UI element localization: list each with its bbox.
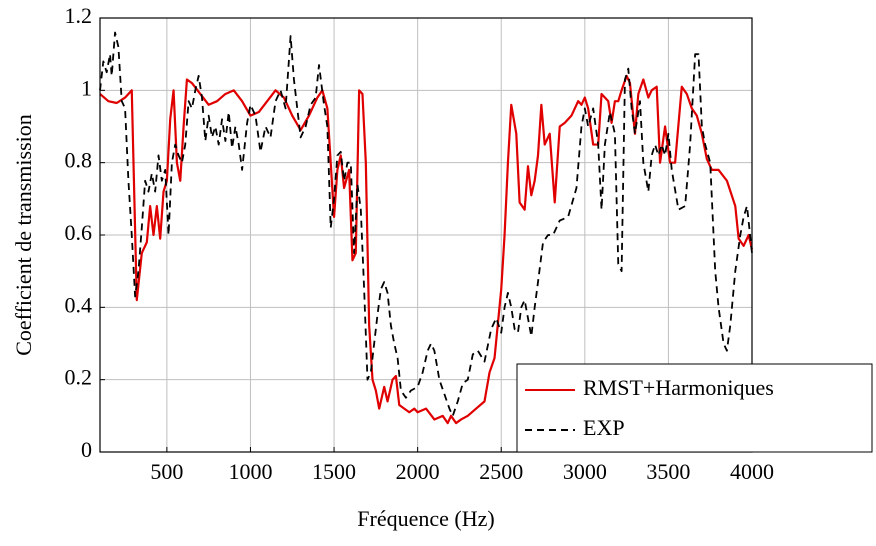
y-tick-label: 1	[81, 75, 92, 100]
x-tick-label: 2500	[479, 459, 523, 484]
x-tick-label: 500	[150, 459, 183, 484]
legend: RMST+Harmoniques EXP	[516, 363, 873, 453]
y-axis-label: Coefficient de transmission	[11, 114, 36, 356]
y-tick-label: 0.8	[65, 148, 93, 173]
y-tick-label: 0.4	[65, 292, 93, 317]
x-tick-label: 1000	[228, 459, 272, 484]
y-tick-label: 1.2	[65, 3, 93, 28]
data-line	[99, 74, 754, 425]
x-tick-label: 4000	[730, 459, 774, 484]
y-tick-label: 0.6	[65, 220, 93, 245]
y-tick-label: 0.2	[65, 365, 93, 390]
x-tick-label: 2000	[396, 459, 440, 484]
x-tick-label: 1500	[312, 459, 356, 484]
legend-box	[516, 363, 873, 453]
plot-frame	[99, 17, 753, 453]
legend-label: RMST+Harmoniques	[583, 375, 774, 400]
y-tick-label: 0	[81, 437, 92, 462]
data-line	[99, 31, 753, 417]
legend-label: EXP	[583, 415, 625, 440]
x-axis-label: Fréquence (Hz)	[357, 506, 494, 531]
x-tick-label: 3500	[646, 459, 690, 484]
x-tick-label: 3000	[563, 459, 607, 484]
